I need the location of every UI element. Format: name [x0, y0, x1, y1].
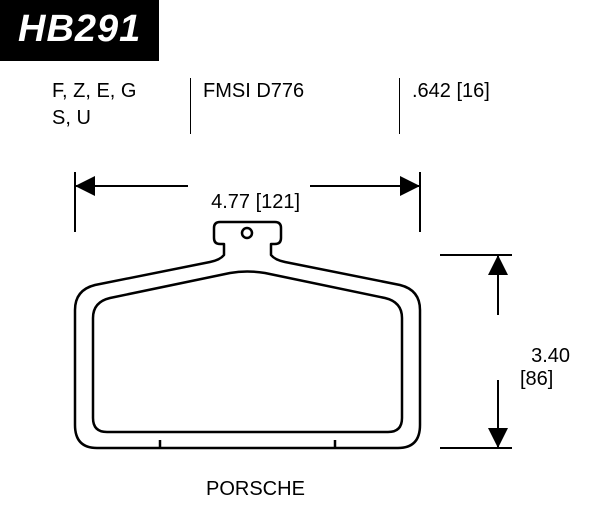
brake-pad-outline [75, 222, 420, 448]
height-dimension-arrows [440, 255, 512, 448]
diagram-svg [0, 0, 600, 518]
